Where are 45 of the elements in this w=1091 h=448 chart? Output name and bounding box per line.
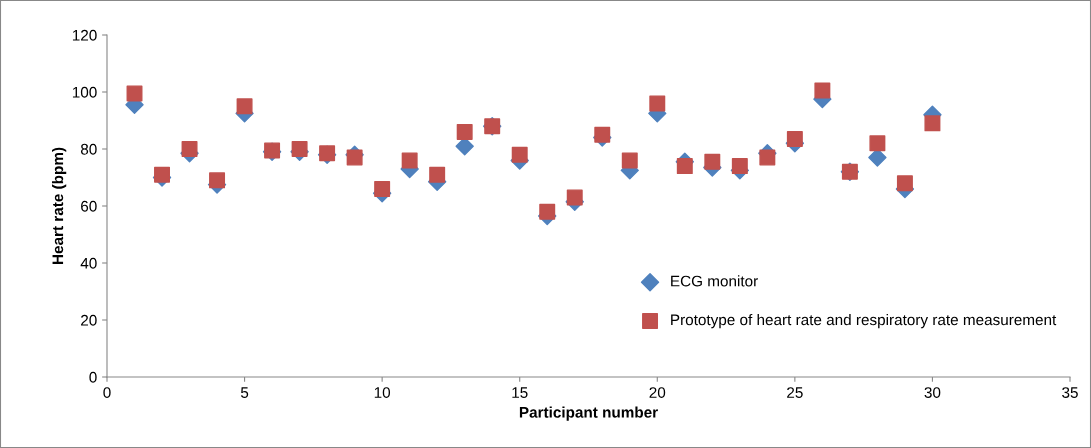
x-tick-label: 30 bbox=[924, 387, 941, 398]
y-tick-label: 0 bbox=[89, 371, 97, 383]
point bbox=[511, 146, 528, 163]
y-tick-label: 120 bbox=[72, 29, 97, 41]
point bbox=[456, 123, 473, 140]
point bbox=[649, 95, 666, 112]
point bbox=[731, 158, 748, 175]
point bbox=[896, 175, 913, 192]
point bbox=[209, 172, 226, 189]
point bbox=[869, 135, 886, 152]
x-tick-label: 20 bbox=[649, 387, 666, 398]
x-tick-label: 15 bbox=[512, 387, 528, 398]
x-tick-label: 35 bbox=[1062, 387, 1078, 398]
x-axis-title: Participant number bbox=[519, 406, 658, 421]
x-tick-label: 10 bbox=[374, 387, 391, 398]
y-tick-label: 100 bbox=[72, 86, 97, 98]
point bbox=[814, 82, 831, 99]
point bbox=[704, 153, 721, 170]
point bbox=[759, 149, 776, 166]
point bbox=[346, 149, 363, 166]
y-tick-label: 40 bbox=[80, 257, 97, 269]
x-tick-label: 5 bbox=[240, 387, 249, 398]
point bbox=[181, 141, 198, 157]
y-tick-label: 60 bbox=[81, 200, 97, 212]
point bbox=[676, 158, 693, 175]
point bbox=[374, 180, 391, 197]
legend-label: ECG monitor bbox=[671, 275, 758, 287]
point bbox=[154, 166, 171, 183]
y-axis-title: Heart rate (bpm) bbox=[51, 147, 67, 264]
point bbox=[401, 152, 418, 169]
legend-label: Prototype of heart rate and respiratory rate measurement bbox=[671, 313, 1057, 329]
point bbox=[291, 141, 308, 157]
x-tick-label: 0 bbox=[103, 387, 111, 398]
point bbox=[924, 115, 941, 132]
y-tick-label: 20 bbox=[81, 314, 97, 326]
point bbox=[594, 126, 611, 143]
point bbox=[786, 131, 803, 148]
point bbox=[539, 203, 556, 220]
point bbox=[429, 166, 446, 183]
point bbox=[126, 85, 143, 102]
x-tick-label: 25 bbox=[787, 387, 803, 398]
point bbox=[621, 152, 638, 169]
point bbox=[566, 189, 583, 206]
y-tick-label: 80 bbox=[80, 143, 97, 155]
point bbox=[236, 98, 253, 115]
